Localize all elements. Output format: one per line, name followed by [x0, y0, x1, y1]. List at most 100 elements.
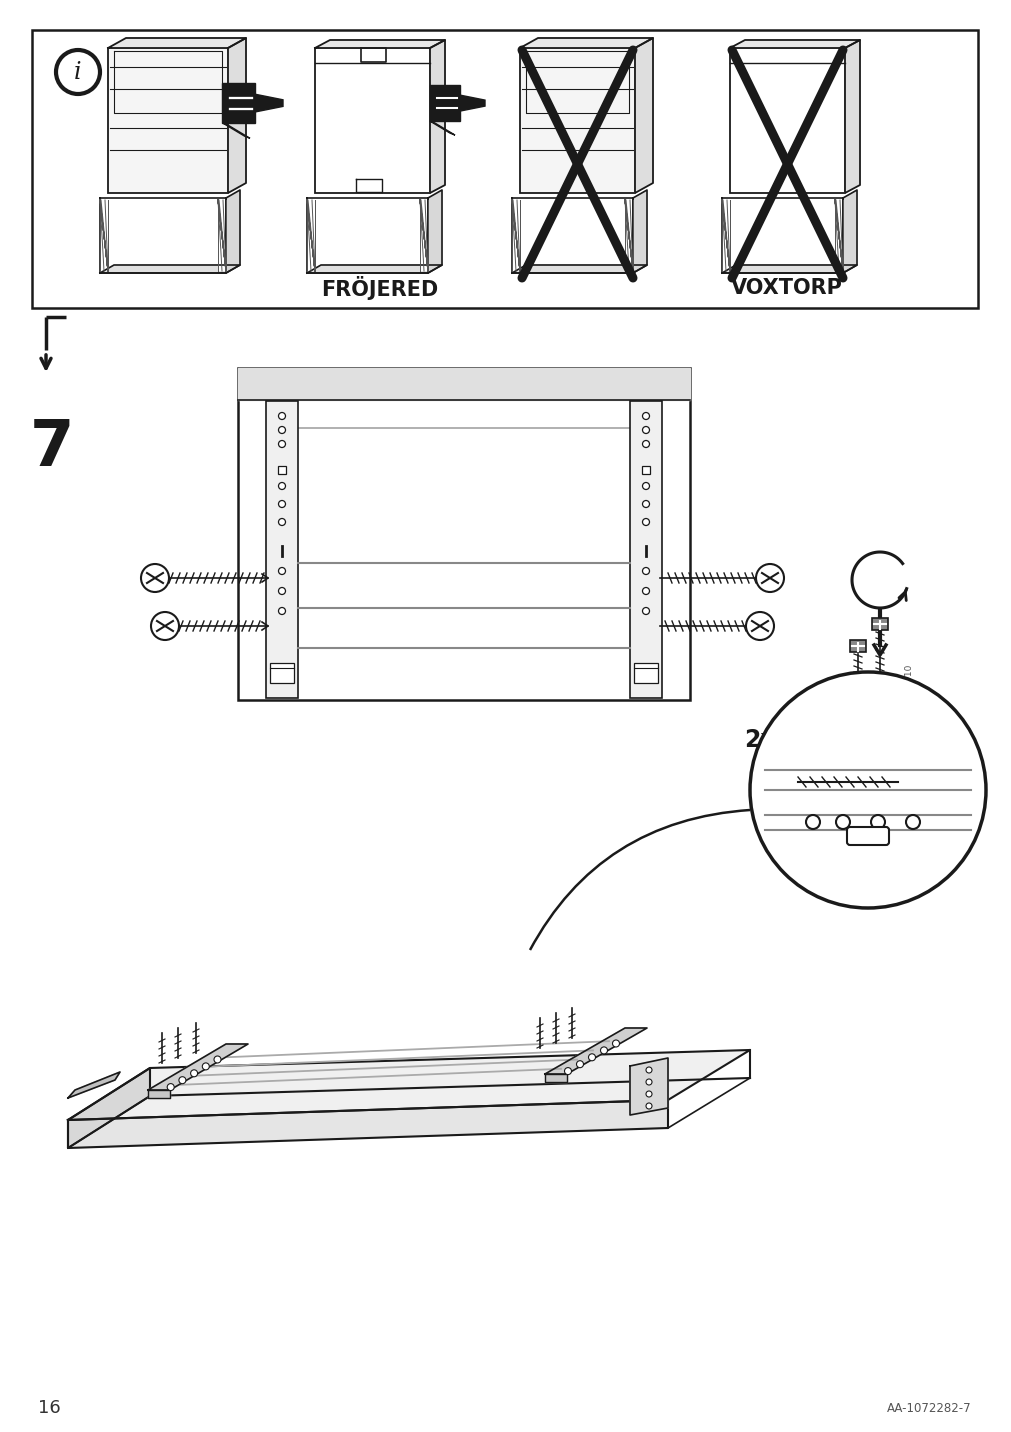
- Bar: [238, 368, 690, 700]
- Circle shape: [56, 50, 100, 95]
- Text: 16: 16: [38, 1399, 61, 1418]
- Polygon shape: [545, 1074, 566, 1083]
- Text: FRÖJERED: FRÖJERED: [321, 276, 438, 299]
- Circle shape: [645, 1091, 651, 1097]
- Bar: [806, 742, 822, 755]
- Circle shape: [202, 1063, 209, 1070]
- Bar: [108, 49, 227, 193]
- Polygon shape: [68, 1073, 120, 1098]
- Bar: [834, 200, 842, 271]
- Circle shape: [278, 567, 285, 574]
- Polygon shape: [632, 190, 646, 274]
- Polygon shape: [306, 265, 442, 274]
- Circle shape: [642, 518, 649, 526]
- Circle shape: [642, 427, 649, 434]
- Polygon shape: [108, 39, 246, 49]
- Circle shape: [645, 1078, 651, 1085]
- Polygon shape: [729, 40, 859, 49]
- Bar: [520, 49, 634, 193]
- Bar: [641, 465, 649, 474]
- Polygon shape: [545, 1028, 646, 1074]
- Circle shape: [870, 815, 885, 829]
- Circle shape: [278, 427, 285, 434]
- Polygon shape: [148, 1044, 248, 1090]
- Text: 148510: 148510: [903, 663, 912, 697]
- Polygon shape: [721, 265, 856, 274]
- Circle shape: [642, 607, 649, 614]
- Polygon shape: [68, 1100, 667, 1148]
- Polygon shape: [148, 1090, 170, 1098]
- Polygon shape: [844, 40, 859, 193]
- Text: VOXTORP: VOXTORP: [730, 278, 842, 298]
- Bar: [512, 200, 520, 271]
- Bar: [782, 740, 798, 752]
- Bar: [630, 401, 661, 697]
- Text: AA-1072282-7: AA-1072282-7: [887, 1402, 971, 1415]
- Circle shape: [278, 501, 285, 507]
- Circle shape: [588, 1054, 594, 1061]
- Circle shape: [278, 607, 285, 614]
- Circle shape: [151, 611, 179, 640]
- Bar: [871, 619, 887, 630]
- Circle shape: [278, 518, 285, 526]
- Circle shape: [642, 587, 649, 594]
- Circle shape: [905, 815, 919, 829]
- Text: 7: 7: [29, 417, 74, 478]
- Bar: [849, 640, 865, 652]
- Bar: [721, 200, 729, 271]
- Circle shape: [745, 611, 773, 640]
- Circle shape: [755, 564, 784, 591]
- Circle shape: [835, 815, 849, 829]
- Circle shape: [749, 672, 985, 908]
- Polygon shape: [255, 95, 283, 112]
- Circle shape: [179, 1077, 186, 1084]
- Bar: [100, 200, 108, 271]
- Circle shape: [141, 564, 169, 591]
- Polygon shape: [430, 122, 455, 135]
- Circle shape: [645, 1103, 651, 1108]
- Polygon shape: [428, 190, 442, 274]
- Polygon shape: [100, 265, 240, 274]
- Bar: [217, 200, 225, 271]
- Bar: [420, 200, 428, 271]
- Circle shape: [612, 1040, 619, 1047]
- Circle shape: [564, 1068, 571, 1074]
- Polygon shape: [68, 1068, 150, 1148]
- Circle shape: [278, 587, 285, 594]
- Bar: [270, 663, 294, 683]
- Circle shape: [278, 412, 285, 420]
- Polygon shape: [314, 40, 445, 49]
- Circle shape: [278, 441, 285, 448]
- Polygon shape: [430, 84, 460, 122]
- Circle shape: [642, 412, 649, 420]
- Circle shape: [600, 1047, 607, 1054]
- Polygon shape: [520, 39, 652, 49]
- Polygon shape: [227, 39, 246, 193]
- Circle shape: [167, 1084, 174, 1091]
- Bar: [625, 200, 632, 271]
- Circle shape: [642, 441, 649, 448]
- Polygon shape: [238, 368, 690, 400]
- Polygon shape: [222, 83, 255, 123]
- Polygon shape: [630, 1058, 667, 1116]
- Polygon shape: [68, 1050, 749, 1120]
- Polygon shape: [842, 190, 856, 274]
- Bar: [278, 465, 286, 474]
- Bar: [32, 30, 977, 308]
- Circle shape: [278, 483, 285, 490]
- Circle shape: [576, 1061, 583, 1068]
- Bar: [306, 200, 314, 271]
- Bar: [729, 49, 844, 193]
- Circle shape: [642, 501, 649, 507]
- Polygon shape: [225, 190, 240, 274]
- Circle shape: [645, 1067, 651, 1073]
- FancyBboxPatch shape: [846, 828, 888, 845]
- Polygon shape: [430, 40, 445, 193]
- Bar: [633, 663, 657, 683]
- Polygon shape: [460, 95, 484, 112]
- Circle shape: [213, 1055, 220, 1063]
- Text: i: i: [74, 60, 82, 83]
- Bar: [266, 401, 297, 697]
- Polygon shape: [222, 123, 250, 139]
- Circle shape: [642, 483, 649, 490]
